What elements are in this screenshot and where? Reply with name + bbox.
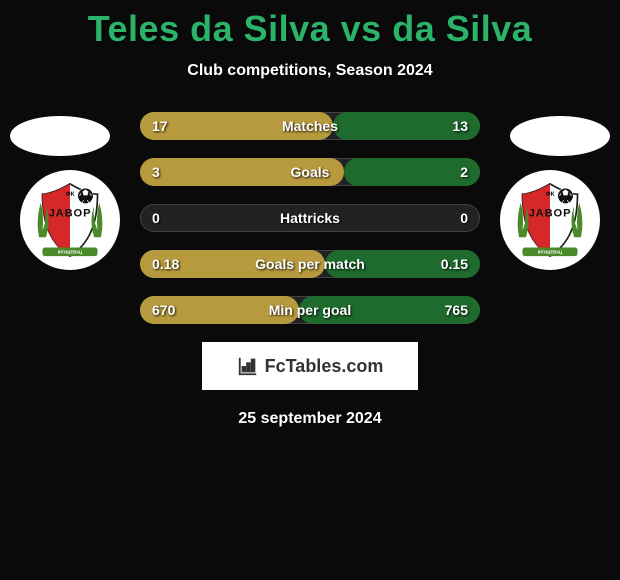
stat-value-right: 0 (460, 210, 468, 226)
stat-row: 3Goals2 (140, 158, 480, 186)
stat-value-right: 13 (452, 118, 468, 134)
page-title: Teles da Silva vs da Silva (0, 0, 620, 50)
svg-text:JABOP: JABOP (529, 208, 572, 220)
stat-value-left: 3 (152, 164, 160, 180)
crest-icon: ФК JABOP КРУШЕВАЦ (507, 177, 593, 263)
brand-logo: FcTables.com (202, 342, 418, 390)
svg-text:ФК: ФК (66, 192, 75, 198)
svg-text:КРУШЕВАЦ: КРУШЕВАЦ (58, 250, 83, 255)
stats-list: 17Matches13 3Goals2 0Hattricks0 0.18Goals p… (140, 112, 480, 324)
stat-row: 17Matches13 (140, 112, 480, 140)
date-label: 25 september 2024 (0, 410, 620, 428)
stat-bar-left (140, 158, 344, 186)
subtitle: Club competitions, Season 2024 (0, 62, 620, 80)
stat-bar-left (140, 112, 333, 140)
stat-value-left: 670 (152, 302, 175, 318)
crest-icon: ФК JABOP КРУШЕВАЦ (27, 177, 113, 263)
team-logo-right: ФК JABOP КРУШЕВАЦ (500, 170, 600, 270)
stat-value-left: 17 (152, 118, 168, 134)
svg-text:JABOP: JABOP (49, 208, 92, 220)
stat-row: 0Hattricks0 (140, 204, 480, 232)
stat-value-left: 0.18 (152, 256, 179, 272)
stat-row: 670Min per goal765 (140, 296, 480, 324)
stat-label: Hattricks (140, 210, 480, 226)
stat-value-right: 765 (445, 302, 468, 318)
svg-text:ФК: ФК (546, 192, 555, 198)
stat-value-right: 2 (460, 164, 468, 180)
svg-text:КРУШЕВАЦ: КРУШЕВАЦ (538, 250, 563, 255)
brand-name: FcTables.com (265, 356, 384, 377)
stat-value-left: 0 (152, 210, 160, 226)
player-left-badge (10, 116, 110, 156)
comparison-panel: ФК JABOP КРУШЕВАЦ ФК JABOP КРУШЕВАЦ 17Ma… (0, 112, 620, 428)
chart-icon (237, 355, 259, 377)
team-logo-left: ФК JABOP КРУШЕВАЦ (20, 170, 120, 270)
stat-row: 0.18Goals per match0.15 (140, 250, 480, 278)
player-right-badge (510, 116, 610, 156)
stat-value-right: 0.15 (441, 256, 468, 272)
